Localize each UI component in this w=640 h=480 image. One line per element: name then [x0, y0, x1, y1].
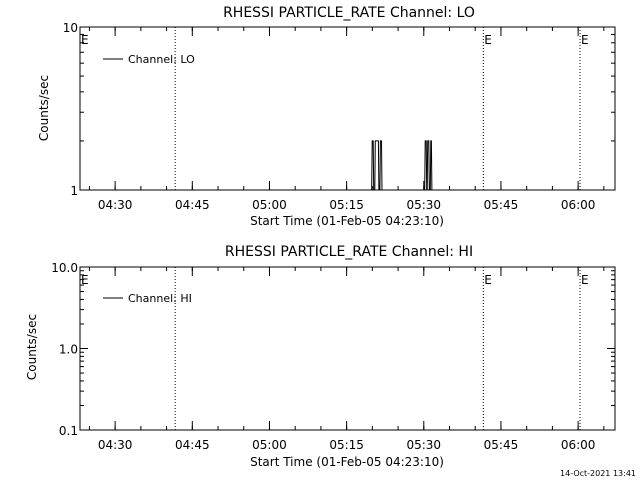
x-ticks: 04:30 04:45 05:00 05:15 05:30 05:45 06:00	[88, 267, 605, 452]
x-tick-label: 04:30	[98, 438, 133, 452]
legend: Channel: HI	[103, 292, 192, 305]
event-marker-label: E	[484, 33, 492, 47]
x-tick-label: 04:45	[175, 438, 210, 452]
x-tick-label: 05:15	[329, 198, 364, 212]
footer-timestamp: 14-Oct-2021 13:41	[560, 469, 636, 478]
event-lines	[174, 267, 581, 430]
x-ticks: 04:30 04:45 05:00 05:15 05:30 05:45 06:00	[88, 27, 605, 212]
y-tick-label: 1	[70, 184, 78, 198]
event-lines	[174, 27, 581, 190]
legend-label: Channel: LO	[128, 53, 195, 66]
x-tick-label: 05:45	[484, 438, 519, 452]
x-axis-label: Start Time (01-Feb-05 04:23:10)	[250, 455, 444, 469]
y-tick-label: 10	[63, 21, 78, 35]
event-marker-label: E	[81, 273, 89, 287]
series-line	[371, 140, 433, 191]
y-ticks: 0.1 1.0 10.0	[51, 261, 615, 438]
y-tick-label: 10.0	[51, 261, 78, 275]
y-axis-label: Counts/sec	[25, 314, 39, 380]
y-tick-label: 1.0	[59, 343, 78, 357]
event-marker-label: E	[484, 273, 492, 287]
legend: Channel: LO	[103, 53, 195, 66]
y-ticks: 1 10	[63, 21, 615, 198]
event-marker-label: E	[81, 33, 89, 47]
chart-title: RHESSI PARTICLE_RATE Channel: LO	[223, 5, 475, 21]
event-marker-label: E	[581, 33, 589, 47]
x-axis-label: Start Time (01-Feb-05 04:23:10)	[250, 214, 444, 228]
x-tick-label: 05:30	[406, 198, 441, 212]
x-tick-label: 04:45	[175, 198, 210, 212]
x-tick-label: 05:45	[484, 198, 519, 212]
x-tick-label: 05:15	[329, 438, 364, 452]
legend-label: Channel: HI	[128, 292, 192, 305]
y-axis-label: Counts/sec	[37, 75, 51, 141]
plot-frame	[79, 26, 616, 191]
lo-channel-panel: RHESSI PARTICLE_RATE Channel: LO Counts/…	[37, 5, 616, 228]
data-series	[371, 140, 433, 191]
x-tick-label: 05:00	[252, 198, 287, 212]
event-marker-label: E	[581, 273, 589, 287]
x-tick-label: 05:30	[406, 438, 441, 452]
y-tick-label: 0.1	[59, 424, 78, 438]
hi-channel-panel: RHESSI PARTICLE_RATE Channel: HI Counts/…	[25, 244, 616, 469]
x-tick-label: 06:00	[561, 438, 596, 452]
chart-title: RHESSI PARTICLE_RATE Channel: HI	[225, 244, 473, 260]
x-tick-label: 04:30	[98, 198, 133, 212]
x-tick-label: 05:00	[252, 438, 287, 452]
x-tick-label: 06:00	[561, 198, 596, 212]
